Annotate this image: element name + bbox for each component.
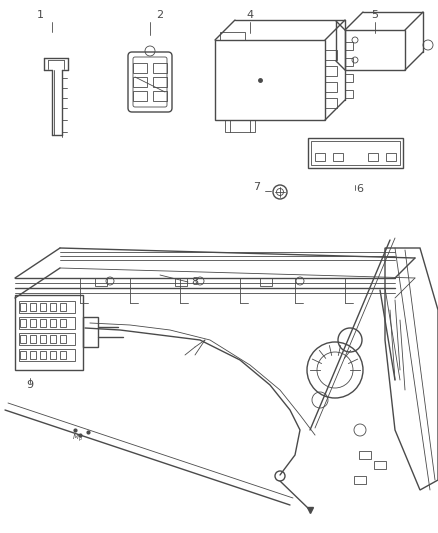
Bar (50, 335, 56, 343)
Bar (225, 120, 255, 132)
Bar (19, 349, 75, 361)
Bar (315, 153, 325, 161)
Bar (30, 351, 36, 359)
Bar (30, 319, 36, 327)
Bar (260, 278, 272, 286)
Bar (345, 42, 353, 50)
Bar (19, 333, 75, 345)
Bar (20, 303, 26, 311)
Bar (374, 461, 386, 469)
Text: $M_{p}$: $M_{p}$ (72, 433, 83, 444)
Bar (368, 153, 378, 161)
Bar (20, 351, 26, 359)
Bar (325, 82, 337, 92)
Bar (133, 77, 147, 87)
Text: 2: 2 (156, 10, 163, 20)
Bar (40, 351, 46, 359)
Bar (60, 303, 66, 311)
Bar (325, 98, 337, 108)
Bar (220, 32, 245, 40)
Text: 6: 6 (357, 184, 364, 194)
Bar (359, 451, 371, 459)
Bar (133, 91, 147, 101)
Bar (386, 153, 396, 161)
Bar (30, 335, 36, 343)
Bar (311, 141, 400, 165)
Bar (215, 40, 325, 120)
Bar (175, 278, 187, 286)
Bar (60, 319, 66, 327)
Bar (60, 335, 66, 343)
Bar (345, 74, 353, 82)
Bar (60, 351, 66, 359)
Text: 7: 7 (254, 182, 261, 192)
Bar (133, 63, 147, 73)
Bar (40, 319, 46, 327)
Bar (50, 351, 56, 359)
Bar (153, 63, 167, 73)
Bar (15, 295, 83, 370)
Bar (19, 317, 75, 329)
Bar (153, 91, 167, 101)
Bar (345, 90, 353, 98)
Bar (354, 476, 366, 484)
Bar (20, 335, 26, 343)
Text: 1: 1 (36, 10, 43, 20)
Bar (50, 303, 56, 311)
Bar (308, 138, 403, 168)
Text: 4: 4 (247, 10, 254, 20)
Bar (345, 58, 353, 66)
Bar (333, 153, 343, 161)
Text: 8: 8 (191, 277, 198, 287)
Bar (50, 319, 56, 327)
Bar (20, 319, 26, 327)
Bar (30, 303, 36, 311)
Bar (19, 301, 75, 313)
Bar (40, 303, 46, 311)
Bar (325, 50, 337, 60)
Bar (83, 317, 98, 347)
Bar (95, 278, 107, 286)
Text: 9: 9 (26, 380, 34, 390)
Bar (325, 66, 337, 76)
Bar (153, 77, 167, 87)
Text: 5: 5 (371, 10, 378, 20)
Bar (40, 335, 46, 343)
